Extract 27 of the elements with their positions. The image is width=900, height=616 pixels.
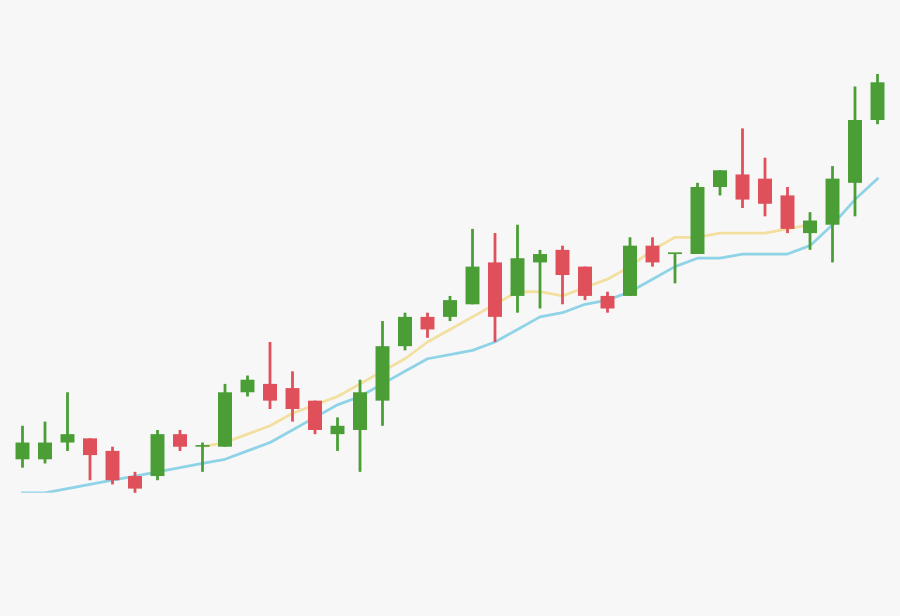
candlestick <box>398 311 412 352</box>
candlestick <box>758 156 772 218</box>
candlestick <box>195 441 210 474</box>
candlestick <box>555 244 570 306</box>
candlestick <box>870 72 885 126</box>
candlestick <box>38 420 52 465</box>
candlestick <box>285 369 300 423</box>
candlestick <box>173 428 187 453</box>
candlestick <box>510 223 525 315</box>
candlestick <box>308 399 322 436</box>
candlestick <box>780 185 795 235</box>
candlestick <box>150 428 165 482</box>
candlestick <box>60 390 75 453</box>
candlestick <box>443 294 457 323</box>
candlestick <box>465 227 480 306</box>
candlestick <box>668 252 682 285</box>
candlestick <box>128 470 142 495</box>
candlestick <box>803 210 817 252</box>
candlestick <box>713 168 727 197</box>
candlestick <box>83 436 97 482</box>
candlestick <box>105 445 120 486</box>
candlestick <box>735 126 750 210</box>
candlestick <box>825 164 840 264</box>
candlestick <box>263 340 277 411</box>
candlestick <box>533 248 547 310</box>
candlestick <box>353 378 367 474</box>
candlestick <box>578 265 592 302</box>
